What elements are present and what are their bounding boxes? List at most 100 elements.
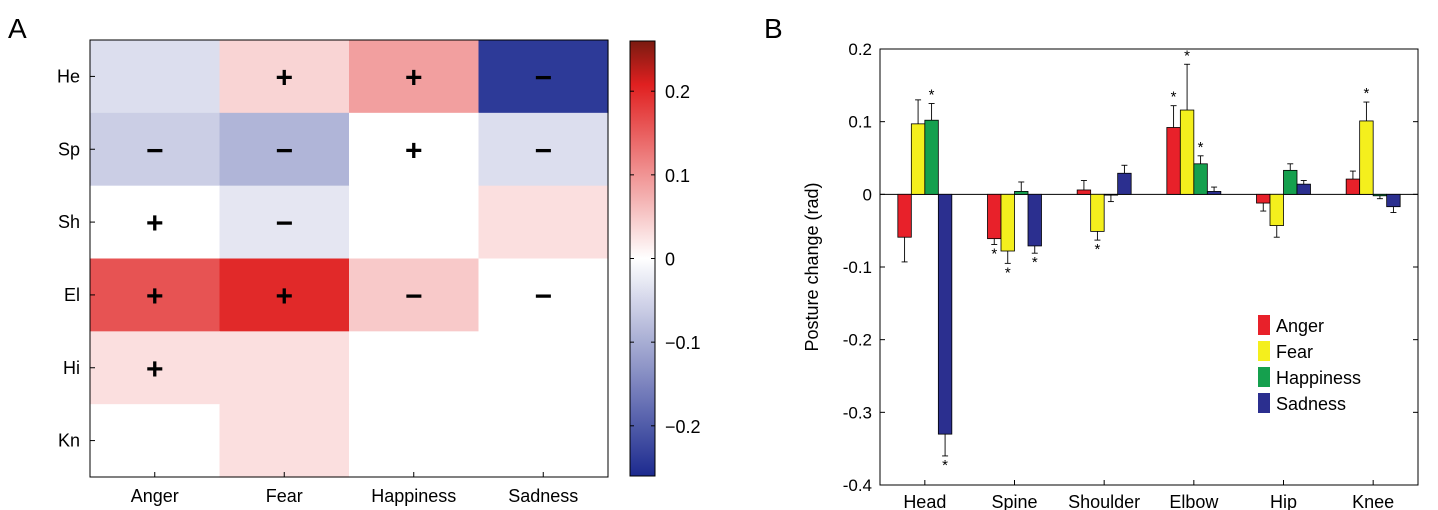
sign-marker: − bbox=[534, 280, 552, 313]
y-axis-label: Posture change (rad) bbox=[802, 182, 822, 351]
bar bbox=[1193, 163, 1208, 195]
heatmap-cell bbox=[349, 404, 480, 478]
heatmap-cell bbox=[219, 40, 350, 114]
heatmap-cell bbox=[478, 40, 609, 114]
heatmap-cell bbox=[349, 40, 480, 114]
bar bbox=[1256, 193, 1271, 204]
legend-swatch bbox=[1258, 341, 1270, 361]
heatmap-cell bbox=[219, 404, 350, 478]
y-tick-label: 0.1 bbox=[848, 113, 872, 132]
sign-marker: − bbox=[534, 61, 552, 94]
heatmap-cell bbox=[90, 331, 221, 405]
heatmap: + + − − − + − + − + + − − + He Sp Sh El Hi Kn Anger Fear Happi… bbox=[57, 39, 609, 506]
sign-marker: + bbox=[405, 134, 423, 167]
x-tick-label: Shoulder bbox=[1068, 492, 1140, 510]
bar bbox=[924, 119, 939, 195]
heatmap-cell bbox=[349, 185, 480, 260]
significance-star: * bbox=[1005, 264, 1011, 281]
bar bbox=[1117, 172, 1132, 195]
heatmap-cell bbox=[349, 331, 480, 405]
row-label: He bbox=[57, 66, 80, 86]
significance-star: * bbox=[1171, 89, 1177, 106]
column-label: Anger bbox=[131, 486, 179, 506]
legend-swatch bbox=[1258, 393, 1270, 413]
row-label: Sh bbox=[58, 212, 80, 232]
heatmap-cell bbox=[219, 331, 350, 405]
x-tick-label: Elbow bbox=[1169, 492, 1219, 510]
bar bbox=[897, 193, 912, 238]
heatmap-cell bbox=[90, 404, 221, 478]
heatmap-cell bbox=[219, 112, 350, 187]
significance-star: * bbox=[1032, 254, 1038, 271]
colorbar-tick-label: −0.1 bbox=[665, 333, 701, 353]
heatmap-cell bbox=[349, 258, 480, 332]
y-tick-label: 0.2 bbox=[848, 40, 872, 59]
row-label: Kn bbox=[58, 431, 80, 451]
y-tick-label: 0 bbox=[863, 185, 872, 204]
legend-swatch bbox=[1258, 315, 1270, 335]
significance-star: * bbox=[929, 87, 935, 104]
significance-star: * bbox=[1198, 139, 1204, 156]
x-tick-label: Spine bbox=[991, 492, 1037, 510]
sign-marker: − bbox=[146, 134, 164, 167]
y-tick-label: -0.3 bbox=[843, 403, 872, 422]
heatmap-cell bbox=[349, 112, 480, 187]
bar bbox=[1269, 193, 1284, 226]
bar bbox=[1386, 193, 1401, 208]
row-label: Sp bbox=[58, 139, 80, 159]
sign-marker: + bbox=[146, 353, 164, 386]
panel-b-letter: B bbox=[764, 13, 783, 44]
significance-star: * bbox=[1094, 241, 1100, 258]
bar bbox=[1206, 191, 1222, 195]
bar bbox=[1027, 193, 1042, 247]
bar bbox=[1090, 193, 1105, 232]
colorbar-bar bbox=[629, 40, 656, 477]
sign-marker: + bbox=[275, 61, 293, 94]
heatmap-cell bbox=[219, 258, 350, 332]
x-tick-label: Head bbox=[903, 492, 946, 510]
sign-marker: + bbox=[405, 61, 423, 94]
heatmap-cell bbox=[478, 185, 609, 260]
column-label: Sadness bbox=[508, 486, 578, 506]
bar bbox=[1014, 191, 1029, 195]
bar bbox=[1359, 120, 1374, 195]
bar-chart: 0.2 0.1 0 -0.1 -0.2 -0.3 -0.4 Posture change (r… bbox=[802, 40, 1419, 510]
sign-marker: − bbox=[534, 134, 552, 167]
legend-label: Anger bbox=[1276, 316, 1324, 336]
plot-frame bbox=[879, 48, 1419, 486]
sign-marker: + bbox=[146, 207, 164, 240]
colorbar-tick-label: 0 bbox=[665, 250, 675, 270]
bar bbox=[937, 193, 953, 435]
legend-label: Sadness bbox=[1276, 394, 1346, 414]
x-tick-label: Hip bbox=[1270, 492, 1297, 510]
sign-marker: + bbox=[275, 280, 293, 313]
row-label: El bbox=[64, 285, 80, 305]
heatmap-cell bbox=[478, 404, 609, 478]
bar bbox=[1372, 193, 1388, 197]
bar bbox=[1179, 109, 1195, 195]
x-tick-label: Knee bbox=[1352, 492, 1394, 510]
sign-marker: − bbox=[405, 280, 423, 313]
colorbar-tick-label: 0.1 bbox=[665, 166, 690, 186]
heatmap-cell bbox=[478, 258, 609, 332]
panel-a-letter: A bbox=[8, 13, 27, 44]
heatmap-cell bbox=[90, 258, 221, 332]
row-label: Hi bbox=[63, 358, 80, 378]
heatmap-cell bbox=[90, 185, 221, 260]
legend-swatch bbox=[1258, 367, 1270, 387]
y-tick-label: -0.4 bbox=[843, 476, 872, 495]
colorbar-tick-label: −0.2 bbox=[665, 417, 701, 437]
significance-star: * bbox=[942, 457, 948, 474]
heatmap-cell bbox=[478, 112, 609, 187]
sign-marker: − bbox=[275, 134, 293, 167]
sign-marker: + bbox=[146, 280, 164, 313]
bar bbox=[910, 123, 926, 195]
significance-star: * bbox=[1184, 47, 1190, 64]
bar bbox=[1103, 193, 1119, 196]
colorbar: 0.2 0.1 0 −0.1 −0.2 bbox=[629, 40, 701, 477]
bar bbox=[1000, 193, 1015, 252]
heatmap-frame bbox=[89, 39, 609, 478]
colorbar-tick-label: 0.2 bbox=[665, 82, 690, 102]
y-tick-label: -0.1 bbox=[843, 258, 872, 277]
sign-marker: − bbox=[275, 207, 293, 240]
